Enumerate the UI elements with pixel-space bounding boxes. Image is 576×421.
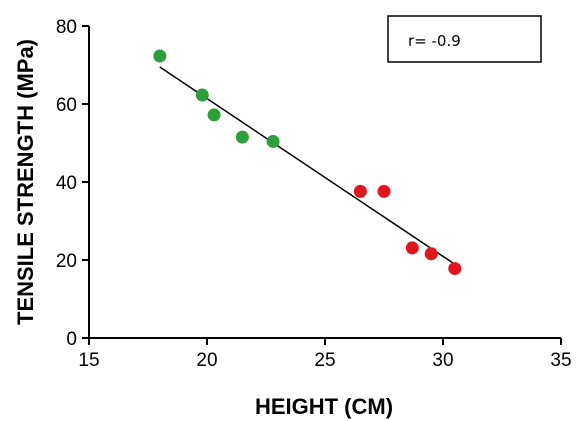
data-point-series-1 bbox=[266, 134, 280, 148]
data-point-series-1 bbox=[235, 130, 249, 144]
x-tick-label: 15 bbox=[78, 350, 99, 371]
y-ticks: 0 20 40 60 80 bbox=[56, 17, 89, 350]
y-axis-title: TENSILE STRENGTH (MPa) bbox=[13, 39, 38, 325]
data-point-series-2 bbox=[424, 247, 438, 261]
data-point-series-1 bbox=[207, 108, 221, 122]
correlation-annotation: r= -0.9 bbox=[387, 15, 542, 63]
data-point-series-2 bbox=[377, 184, 391, 198]
y-tick-label: 60 bbox=[56, 95, 77, 116]
data-point-series-2 bbox=[353, 184, 367, 198]
x-tick-label: 30 bbox=[432, 350, 453, 371]
y-tick-label: 20 bbox=[56, 251, 77, 272]
x-ticks: 15 20 25 30 35 bbox=[78, 338, 572, 371]
data-points bbox=[153, 49, 462, 276]
y-tick-label: 80 bbox=[56, 17, 77, 38]
data-point-series-1 bbox=[153, 49, 167, 63]
data-point-series-2 bbox=[405, 241, 419, 255]
y-tick-label: 40 bbox=[56, 173, 77, 194]
data-point-series-1 bbox=[195, 88, 209, 102]
x-axis-title: HEIGHT (CM) bbox=[255, 394, 393, 419]
data-point-series-2 bbox=[448, 262, 462, 276]
annotation-box bbox=[387, 15, 542, 63]
x-tick-label: 35 bbox=[550, 350, 571, 371]
axes: 15 20 25 30 35 0 20 40 60 80 bbox=[56, 17, 572, 371]
annotation-text: r= -0.9 bbox=[408, 32, 461, 50]
regression-line bbox=[159, 66, 456, 265]
x-tick-label: 20 bbox=[196, 350, 217, 371]
x-tick-label: 25 bbox=[314, 350, 335, 371]
trend-line-group bbox=[159, 66, 456, 265]
y-tick-label: 0 bbox=[66, 329, 77, 350]
